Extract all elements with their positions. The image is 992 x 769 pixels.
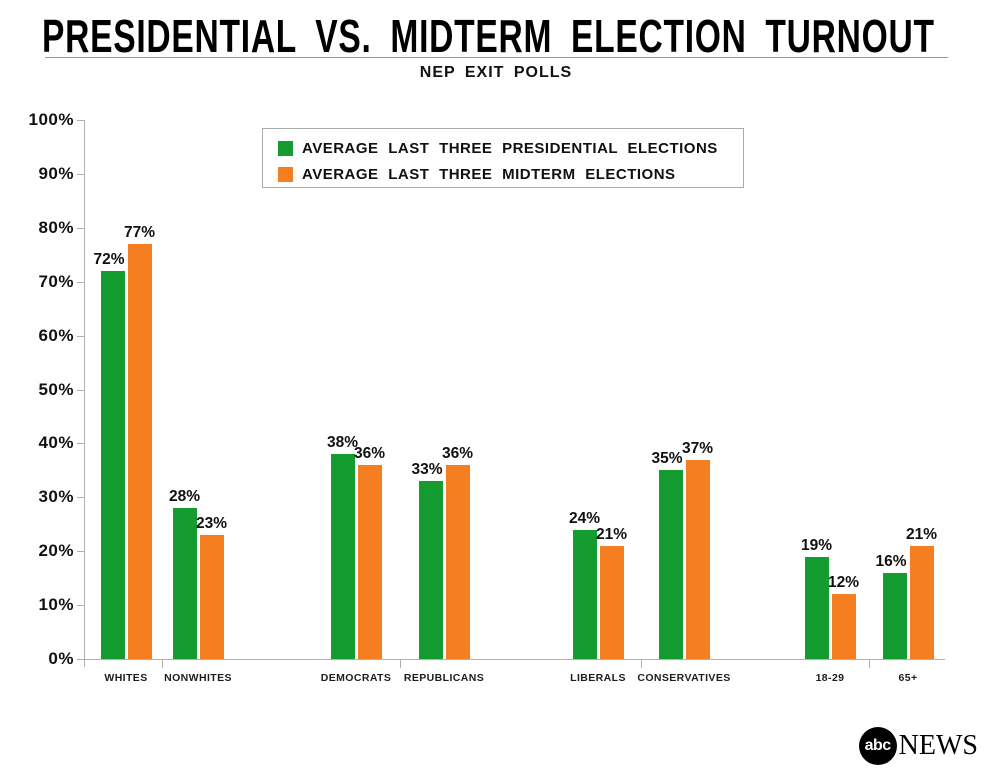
- y-axis-label: 10%: [38, 595, 74, 615]
- y-axis-label: 30%: [38, 487, 74, 507]
- category-label-nonwhites: NONWHITES: [164, 672, 232, 684]
- value-label-midterm-18-29: 12%: [827, 574, 860, 592]
- y-axis-tick: [77, 227, 84, 229]
- legend-swatch-midterm-icon: [278, 166, 293, 182]
- value-label-midterm-whites: 77%: [123, 223, 156, 241]
- legend-item-midterm: AVERAGE LAST THREE MIDTERM ELECTIONS: [278, 161, 743, 187]
- bar-midterm-65-: [909, 545, 934, 659]
- category-label-liberals: LIBERALS: [570, 672, 626, 684]
- y-axis-tick: [77, 605, 84, 607]
- bar-presidential-18-29: [804, 556, 829, 659]
- y-axis-label: 90%: [38, 163, 74, 183]
- x-axis-tick: [869, 659, 870, 668]
- value-label-midterm-liberals: 21%: [595, 525, 628, 543]
- y-axis-tick: [77, 389, 84, 391]
- bar-midterm-18-29: [831, 594, 856, 659]
- category-label-democrats: DEMOCRATS: [320, 672, 392, 684]
- legend-label-presidential: AVERAGE LAST THREE PRESIDENTIAL ELECTION…: [302, 139, 718, 157]
- category-label-whites: WHITES: [104, 672, 148, 684]
- value-label-midterm-conservatives: 37%: [681, 439, 714, 457]
- legend-item-presidential: AVERAGE LAST THREE PRESIDENTIAL ELECTION…: [278, 135, 743, 161]
- x-axis-tick: [400, 659, 401, 668]
- bar-midterm-republicans: [445, 464, 470, 659]
- y-axis-label: 60%: [38, 325, 74, 345]
- x-axis-tick: [641, 659, 642, 668]
- value-label-presidential-liberals: 24%: [568, 509, 601, 527]
- y-axis-label: 20%: [38, 541, 74, 561]
- bar-midterm-whites: [127, 243, 152, 659]
- value-label-presidential-republicans: 33%: [411, 461, 443, 479]
- y-axis-tick: [77, 497, 84, 499]
- value-label-presidential-whites: 72%: [93, 250, 125, 268]
- value-label-midterm-nonwhites: 23%: [195, 515, 228, 533]
- category-label-65-: 65+: [898, 672, 918, 684]
- value-label-presidential-conservatives: 35%: [651, 450, 683, 468]
- chart-subtitle: NEP EXIT POLLS: [419, 64, 573, 81]
- y-axis-tick: [77, 551, 84, 553]
- y-axis-tick: [77, 659, 84, 660]
- y-axis-line: [84, 120, 85, 667]
- bar-presidential-republicans: [418, 481, 443, 659]
- y-axis-tick: [77, 173, 84, 175]
- legend-swatch-presidential-icon: [278, 140, 293, 156]
- value-label-presidential-nonwhites: 28%: [168, 488, 201, 506]
- category-label-18-29: 18-29: [815, 672, 845, 684]
- y-axis-tick: [77, 443, 84, 445]
- value-label-presidential-democrats: 38%: [326, 434, 359, 452]
- bar-presidential-nonwhites: [172, 508, 197, 659]
- y-axis-label: 0%: [48, 649, 74, 668]
- bar-midterm-nonwhites: [199, 535, 224, 659]
- y-axis-label: 80%: [38, 217, 74, 237]
- y-axis-tick: [77, 281, 84, 283]
- y-axis-label: 100%: [28, 110, 74, 129]
- legend-label-midterm: AVERAGE LAST THREE MIDTERM ELECTIONS: [302, 165, 676, 183]
- x-axis-line: [85, 659, 945, 660]
- y-axis-label: 50%: [38, 379, 74, 399]
- x-axis-tick: [162, 659, 163, 668]
- bar-presidential-whites: [100, 270, 125, 659]
- abc-news-wordmark: NEWS: [898, 730, 978, 761]
- bar-presidential-democrats: [330, 454, 355, 659]
- abc-logo-text: abc: [864, 737, 892, 754]
- y-axis-label: 40%: [38, 433, 74, 453]
- bar-presidential-liberals: [572, 529, 597, 659]
- title-divider: [45, 57, 948, 58]
- page-title: PRESIDENTIAL VS. MIDTERM ELECTION TURNOU…: [42, 10, 935, 62]
- legend: AVERAGE LAST THREE PRESIDENTIAL ELECTION…: [262, 128, 744, 188]
- category-label-republicans: REPUBLICANS: [403, 672, 485, 684]
- bar-presidential-65-: [882, 572, 907, 659]
- abc-logo-circle-icon: abc: [858, 727, 897, 765]
- bar-midterm-liberals: [599, 545, 624, 659]
- y-axis-label: 70%: [38, 271, 74, 291]
- abc-news-logo: abc NEWS: [858, 727, 978, 765]
- value-label-presidential-65-: 16%: [875, 552, 907, 570]
- value-label-midterm-65-: 21%: [905, 525, 938, 543]
- y-axis-tick: [77, 120, 84, 121]
- bar-midterm-conservatives: [685, 459, 710, 659]
- value-label-midterm-democrats: 36%: [353, 444, 386, 462]
- value-label-presidential-18-29: 19%: [800, 536, 833, 554]
- bar-presidential-conservatives: [658, 470, 683, 659]
- category-label-conservatives: CONSERVATIVES: [637, 672, 731, 684]
- value-label-midterm-republicans: 36%: [441, 444, 474, 462]
- bar-midterm-democrats: [357, 464, 382, 659]
- y-axis-tick: [77, 335, 84, 337]
